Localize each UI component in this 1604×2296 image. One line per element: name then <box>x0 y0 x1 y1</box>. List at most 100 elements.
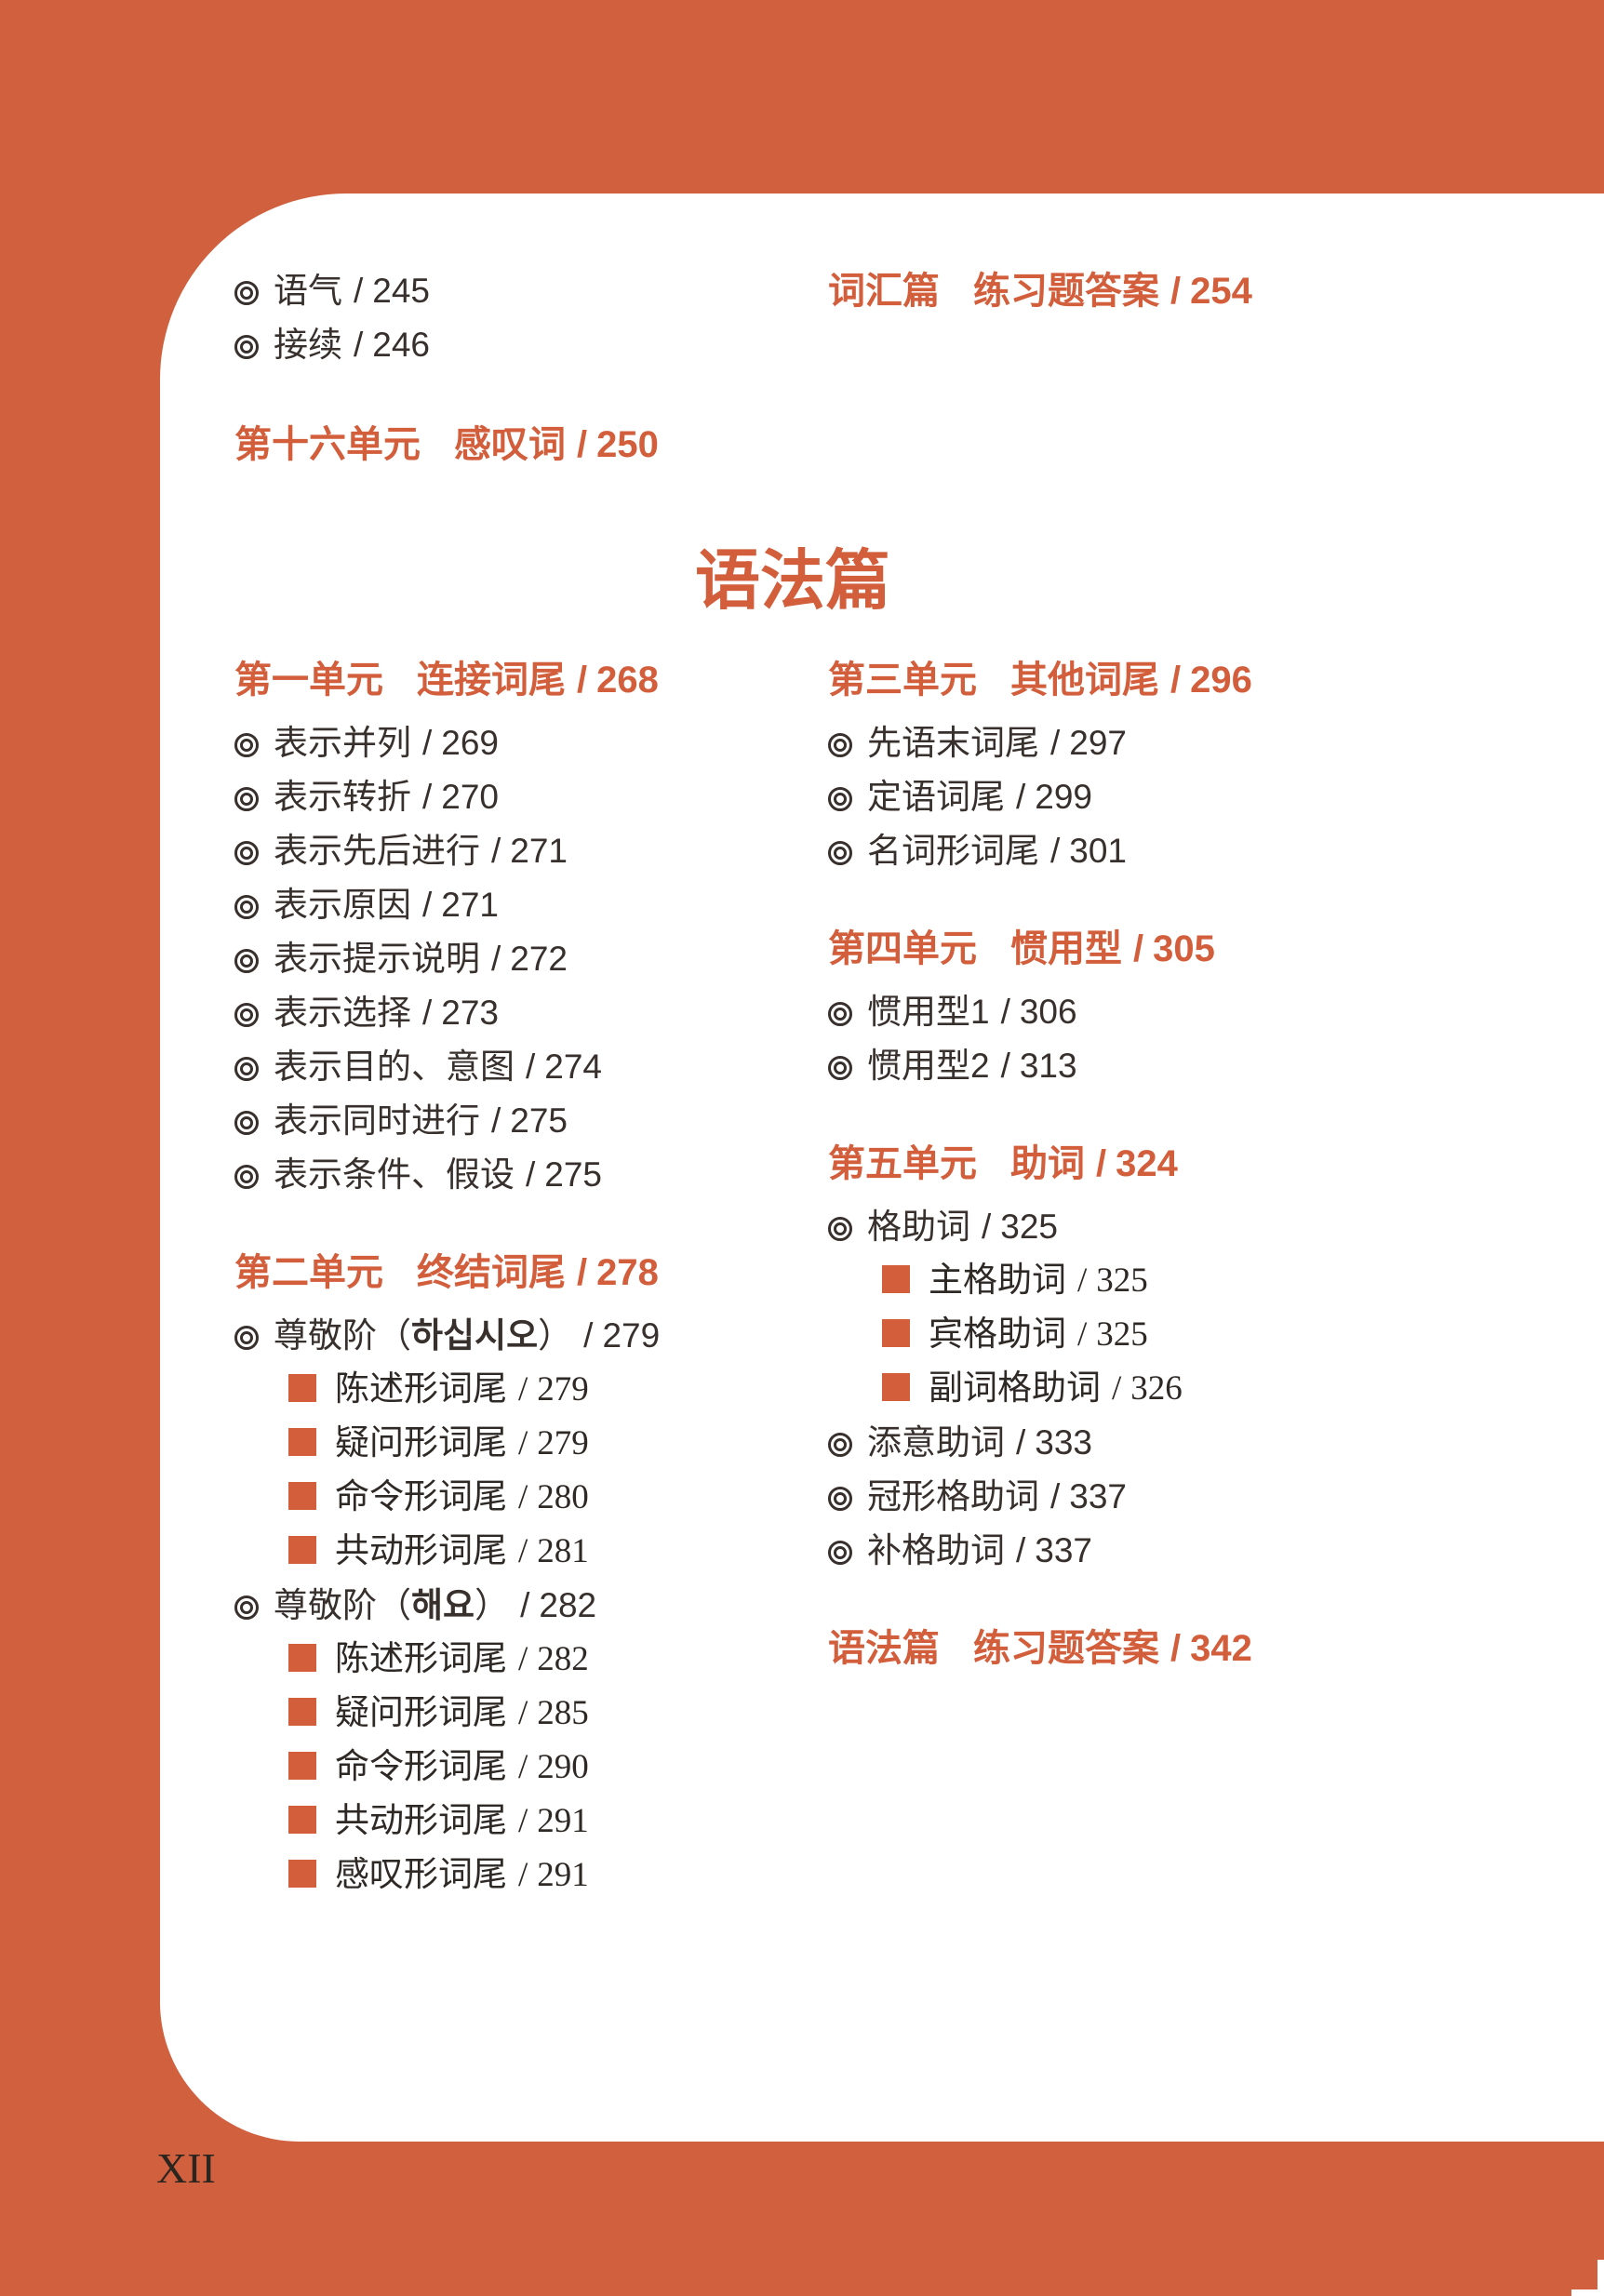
separator: / <box>491 832 501 870</box>
toc-entry: 冠形格助词 /337 <box>828 1470 1252 1524</box>
toc-entry: 表示选择 /273 <box>234 986 660 1040</box>
unit-label: 第十六单元 <box>234 424 421 465</box>
entry-page: 325 <box>1096 1315 1148 1354</box>
entry-label: 表示并列 <box>274 724 411 762</box>
entry-page: 285 <box>537 1694 589 1732</box>
unit-label: 第四单元 <box>828 928 977 969</box>
circle-bullet-icon <box>234 1165 259 1189</box>
section-unit4: 第四单元 惯用型/305 惯用型1/306 惯用型2/313 <box>828 922 1252 1093</box>
entry-page: 279 <box>537 1370 589 1408</box>
entry-label: 添意助词 <box>867 1423 1005 1462</box>
toc-entry: 尊敬阶（해요） /282 <box>234 1579 660 1633</box>
vocab-answers-heading: 词汇篇 练习题答案 /254 <box>828 264 1252 318</box>
separator: / <box>1170 271 1182 312</box>
separator: / <box>518 1856 528 1894</box>
separator: / <box>354 272 364 310</box>
unit-label: 第二单元 <box>234 1252 383 1293</box>
separator: / <box>577 660 588 701</box>
circle-bullet-icon <box>234 1595 259 1620</box>
entry-page: 291 <box>537 1802 589 1840</box>
entry-label: 陈述形词尾 <box>335 1370 507 1408</box>
circle-bullet-icon <box>828 733 852 757</box>
separator: / <box>583 1316 594 1355</box>
separator: / <box>1016 1423 1026 1462</box>
section-heading: 第三单元 其他词尾 /296 <box>828 653 1252 707</box>
circle-bullet-icon <box>234 787 259 811</box>
square-bullet-icon <box>288 1482 316 1510</box>
entry-page: 337 <box>1069 1477 1128 1515</box>
toc-subentry: 陈述形词尾 /279 <box>234 1363 660 1417</box>
separator: / <box>491 940 501 978</box>
heading-title: 其他词尾 <box>1010 660 1159 701</box>
entry-label: 共动形词尾 <box>335 1802 507 1840</box>
section-heading: 第二单元 终结词尾 /278 <box>234 1246 660 1300</box>
entry-label: 格助词 <box>867 1208 970 1246</box>
circle-bullet-icon <box>234 335 259 359</box>
square-bullet-icon <box>288 1752 316 1780</box>
separator: / <box>1077 1261 1088 1300</box>
toc-subentry: 命令形词尾 /290 <box>234 1741 660 1795</box>
entry-label: 表示目的、意图 <box>274 1048 515 1086</box>
toc-entry: 补格助词 /337 <box>828 1524 1252 1578</box>
circle-bullet-icon <box>828 1002 852 1026</box>
heading-page: 324 <box>1116 1143 1178 1184</box>
entry-label: 疑问形词尾 <box>335 1424 507 1462</box>
heading-page: 250 <box>596 424 659 465</box>
section-unit3: 第三单元 其他词尾/296 先语末词尾/297 定语词尾/299 名词形词尾/30… <box>828 653 1252 878</box>
separator: / <box>518 1640 528 1678</box>
heading-title: 惯用型 <box>1010 928 1122 969</box>
entry-label: 命令形词尾 <box>335 1748 507 1786</box>
toc-top-list: 语气 /245 接续 /246 <box>234 264 430 372</box>
entry-page: 275 <box>510 1101 568 1140</box>
separator: / <box>1050 1477 1061 1515</box>
separator: / <box>577 1252 588 1293</box>
entry-label: 表示先后进行 <box>274 832 480 870</box>
entry-page: 271 <box>441 886 500 924</box>
entry-page: 273 <box>441 994 500 1032</box>
square-bullet-icon <box>288 1860 316 1888</box>
heading-page: 342 <box>1190 1628 1252 1669</box>
circle-bullet-icon <box>234 733 259 757</box>
toc-subentry: 陈述形词尾 /282 <box>234 1633 660 1687</box>
separator: / <box>577 424 588 465</box>
square-bullet-icon <box>882 1265 910 1293</box>
separator: / <box>1000 1047 1010 1085</box>
square-bullet-icon <box>288 1374 316 1402</box>
circle-bullet-icon <box>828 1487 852 1511</box>
entry-page: 337 <box>1035 1531 1093 1569</box>
toc-entry: 惯用型1 /306 <box>828 985 1252 1039</box>
heading-title: 练习题答案 <box>973 271 1159 312</box>
heading-page: 305 <box>1153 928 1215 969</box>
entry-label: 主格助词 <box>929 1261 1066 1300</box>
unit-label: 第五单元 <box>828 1143 977 1184</box>
heading-page: 296 <box>1190 660 1252 701</box>
entry-label: 副词格助词 <box>929 1369 1101 1408</box>
entry-page: 326 <box>1130 1369 1183 1408</box>
toc-subentry: 宾格助词 /325 <box>828 1308 1252 1362</box>
heading-title: 感叹词 <box>454 424 566 465</box>
toc-entry: 尊敬阶（하십시오） /279 <box>234 1309 660 1363</box>
toc-entry: 表示并列 /269 <box>234 716 660 770</box>
entry-page: 270 <box>441 778 500 816</box>
entry-label: 名词形词尾 <box>867 832 1039 870</box>
unit-label: 第一单元 <box>234 660 383 701</box>
entry-page: 325 <box>1000 1208 1059 1246</box>
square-bullet-icon <box>288 1536 316 1564</box>
section-heading: 语法篇 练习题答案 /342 <box>828 1622 1252 1675</box>
circle-bullet-icon <box>828 1056 852 1080</box>
separator: / <box>518 1694 528 1732</box>
square-bullet-icon <box>288 1428 316 1456</box>
entry-page: 271 <box>510 832 568 870</box>
entry-page: 280 <box>537 1478 589 1516</box>
separator: / <box>1050 832 1061 870</box>
circle-bullet-icon <box>828 787 852 811</box>
circle-bullet-icon <box>234 1003 259 1027</box>
entry-label: 疑问形词尾 <box>335 1694 507 1732</box>
entry-label: 共动形词尾 <box>335 1532 507 1570</box>
entry-page: 269 <box>441 724 500 762</box>
entry-label: 定语词尾 <box>867 778 1005 816</box>
separator: / <box>1096 1143 1107 1184</box>
entry-page: 281 <box>537 1532 589 1570</box>
circle-bullet-icon <box>234 949 259 973</box>
